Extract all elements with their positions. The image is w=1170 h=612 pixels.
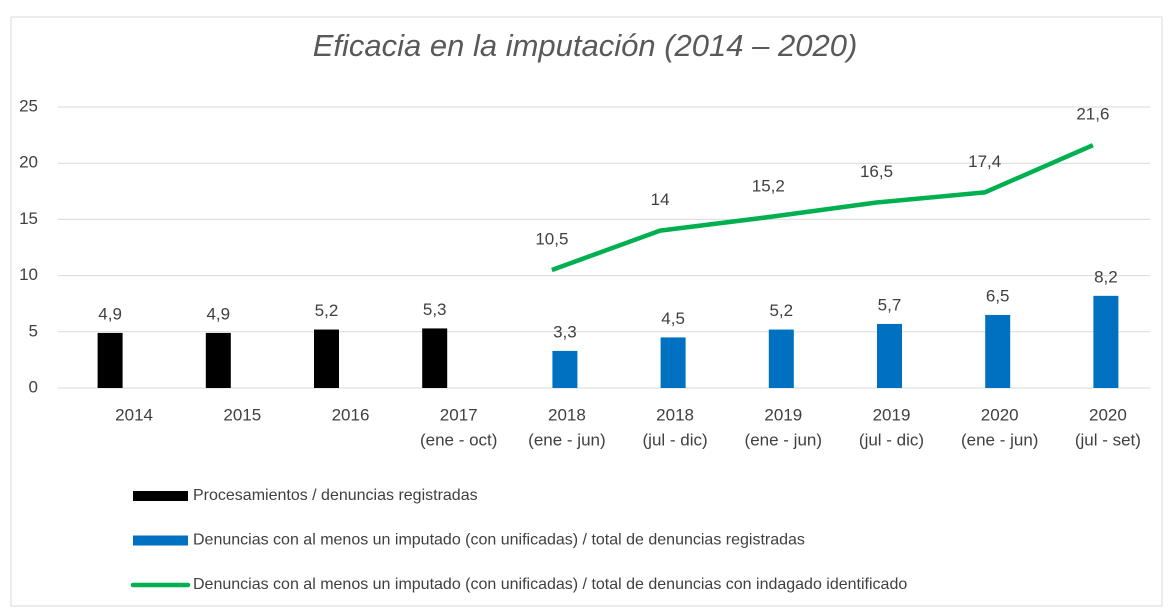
bar xyxy=(97,332,123,388)
y-tick-label: 5 xyxy=(29,321,38,340)
data-label: 5,2 xyxy=(315,301,339,320)
bar xyxy=(877,323,902,388)
bar xyxy=(660,337,686,388)
x-tick-label: (jul - dic) xyxy=(859,430,924,449)
y-tick-label: 0 xyxy=(29,377,38,396)
bar xyxy=(1093,295,1119,388)
x-tick-label: 2015 xyxy=(223,405,261,424)
x-tick-label: 2018 xyxy=(548,405,586,424)
x-tick-label: (jul - set) xyxy=(1075,430,1141,449)
data-label: 4,5 xyxy=(661,309,685,328)
data-label: 4,9 xyxy=(98,304,122,323)
bar xyxy=(768,329,794,388)
y-tick-label: 10 xyxy=(19,265,38,284)
data-label: 5,7 xyxy=(878,295,902,314)
legend-swatch xyxy=(133,535,188,546)
x-tick-label: 2014 xyxy=(115,405,153,424)
x-tick-label: 2019 xyxy=(873,405,911,424)
bar xyxy=(422,328,448,388)
data-label: 8,2 xyxy=(1094,267,1118,286)
y-tick-label: 25 xyxy=(19,96,38,115)
bar xyxy=(314,329,339,388)
x-tick-label: (jul - dic) xyxy=(643,430,708,449)
data-label: 5,3 xyxy=(423,300,447,319)
data-label: 15,2 xyxy=(752,177,785,196)
data-label: 3,3 xyxy=(553,322,577,341)
x-tick-label: (ene - jun) xyxy=(528,430,605,449)
data-label: 14 xyxy=(651,190,670,209)
x-tick-label: 2017 xyxy=(440,405,478,424)
x-tick-label: 2016 xyxy=(332,405,370,424)
x-tick-label: (ene - jun) xyxy=(745,430,822,449)
data-label: 17,4 xyxy=(968,152,1001,171)
x-tick-label: 2019 xyxy=(764,405,802,424)
x-tick-label: 2018 xyxy=(656,405,694,424)
chart-title: Eficacia en la imputación (2014 – 2020) xyxy=(313,28,858,63)
legend-label: Denuncias con al menos un imputado (con … xyxy=(193,576,907,593)
data-label: 10,5 xyxy=(535,229,568,248)
bar xyxy=(205,332,231,388)
x-tick-label: 2020 xyxy=(981,405,1019,424)
line xyxy=(551,143,1094,273)
legend-swatch xyxy=(133,491,188,501)
y-tick-label: 20 xyxy=(19,153,38,172)
x-tick-label: (ene - oct) xyxy=(420,430,497,449)
data-label: 21,6 xyxy=(1076,105,1109,124)
x-tick-label: (ene - jun) xyxy=(961,430,1038,449)
data-label: 5,2 xyxy=(769,301,793,320)
bar xyxy=(985,314,1011,388)
legend-label: Procesamientos / denuncias registradas xyxy=(193,487,478,504)
legend-label: Denuncias con al menos un imputado (con … xyxy=(193,532,805,549)
chart-border xyxy=(10,16,1163,607)
x-tick-label: 2020 xyxy=(1089,405,1127,424)
data-label: 6,5 xyxy=(986,286,1010,305)
data-label: 4,9 xyxy=(206,304,230,323)
data-label: 16,5 xyxy=(860,162,893,181)
y-tick-label: 15 xyxy=(19,209,38,228)
bar xyxy=(552,350,578,388)
